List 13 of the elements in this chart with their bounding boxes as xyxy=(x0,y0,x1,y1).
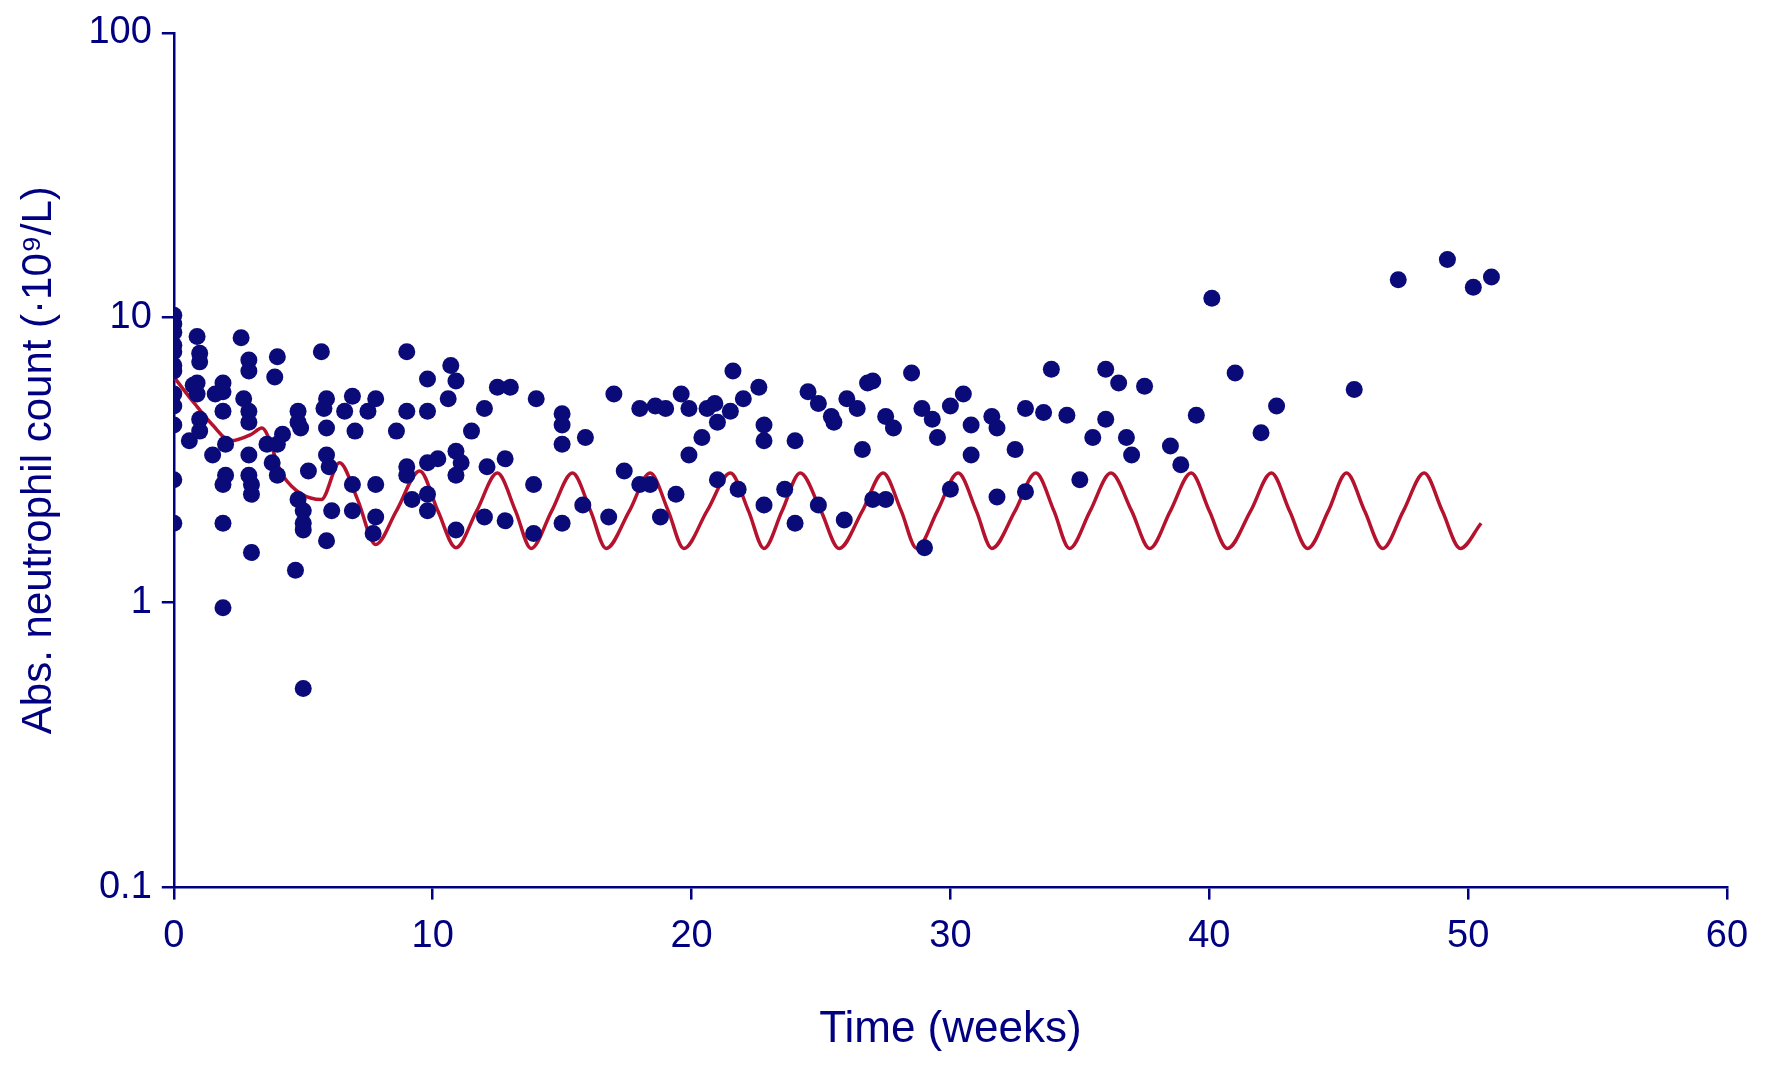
y-tick-label: 10 xyxy=(109,294,152,337)
x-tick-label: 40 xyxy=(1188,912,1231,955)
x-tick-label: 60 xyxy=(1705,912,1749,955)
x-tick-label: 10 xyxy=(411,912,454,955)
x-tick-label: 20 xyxy=(670,912,713,955)
y-tick-label: 0.1 xyxy=(98,864,152,907)
x-tick-label: 50 xyxy=(1446,912,1490,955)
x-axis-title: Time (weeks) xyxy=(819,1001,1082,1051)
y-axis-title: Abs. neutrophil count (·10⁹/L) xyxy=(12,186,60,735)
y-tick-label: 100 xyxy=(88,9,152,52)
x-tick-label: 0 xyxy=(163,912,185,955)
y-tick-label: 1 xyxy=(130,579,152,622)
x-tick-label: 30 xyxy=(929,912,972,955)
